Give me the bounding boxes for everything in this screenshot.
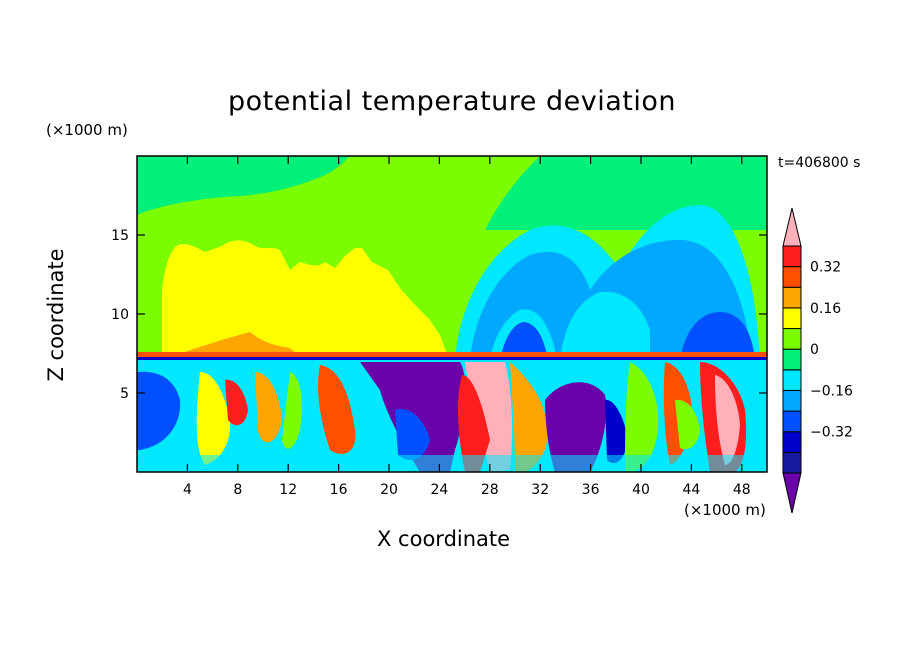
colorbar-label: 0.16 [810, 301, 841, 317]
colorbar-label: 0.32 [810, 260, 841, 276]
colorbar-swatch [782, 451, 802, 474]
colorbar-swatch [782, 389, 802, 412]
contour-fill [137, 156, 767, 472]
colorbar-swatch [782, 348, 802, 371]
x-tick-label: 40 [632, 482, 650, 498]
colorbar-label: −0.16 [810, 383, 853, 399]
x-tick-label: 4 [183, 482, 192, 498]
x-tick-label: 32 [531, 482, 549, 498]
colorbar-label: −0.32 [810, 425, 853, 441]
colorbar-max-arrow [782, 207, 802, 247]
x-tick-label: 28 [481, 482, 499, 498]
colorbar-swatch [782, 245, 802, 268]
colorbar-swatch [782, 266, 802, 288]
x-tick-label: 48 [733, 482, 751, 498]
colorbar-swatch [782, 410, 802, 433]
x-axis-ticks: 4 8 12 16 20 24 28 32 36 40 44 48 [183, 156, 751, 498]
x-tick-label: 36 [582, 482, 600, 498]
y-tick-label: 5 [120, 386, 129, 402]
x-tick-label: 24 [430, 482, 448, 498]
y-tick-label: 15 [111, 228, 129, 244]
colorbar-swatch [782, 328, 802, 350]
colorbar-min-arrow [782, 472, 802, 514]
x-axis-label: X coordinate [377, 527, 511, 551]
x-tick-label: 20 [380, 482, 398, 498]
x-tick-label: 8 [233, 482, 242, 498]
colorbar-label: 0 [810, 342, 819, 358]
x-axis-unit: (×1000 m) [684, 501, 766, 519]
x-tick-label: 16 [330, 482, 348, 498]
y-tick-label: 10 [111, 307, 129, 323]
colorbar-swatch [782, 307, 802, 330]
colorbar-swatch [782, 431, 802, 453]
colorbar-swatch [782, 286, 802, 309]
y-axis-ticks: 5 10 15 [111, 228, 767, 402]
chart-title: potential temperature deviation [228, 86, 676, 117]
time-label: t=406800 s [778, 155, 861, 171]
x-tick-label: 44 [682, 482, 700, 498]
colorbar: −0.32 −0.16 0 0.16 0.32 [782, 207, 853, 514]
colorbar-swatch [782, 369, 802, 391]
x-tick-label: 12 [279, 482, 297, 498]
z-axis-unit: (×1000 m) [46, 121, 128, 139]
